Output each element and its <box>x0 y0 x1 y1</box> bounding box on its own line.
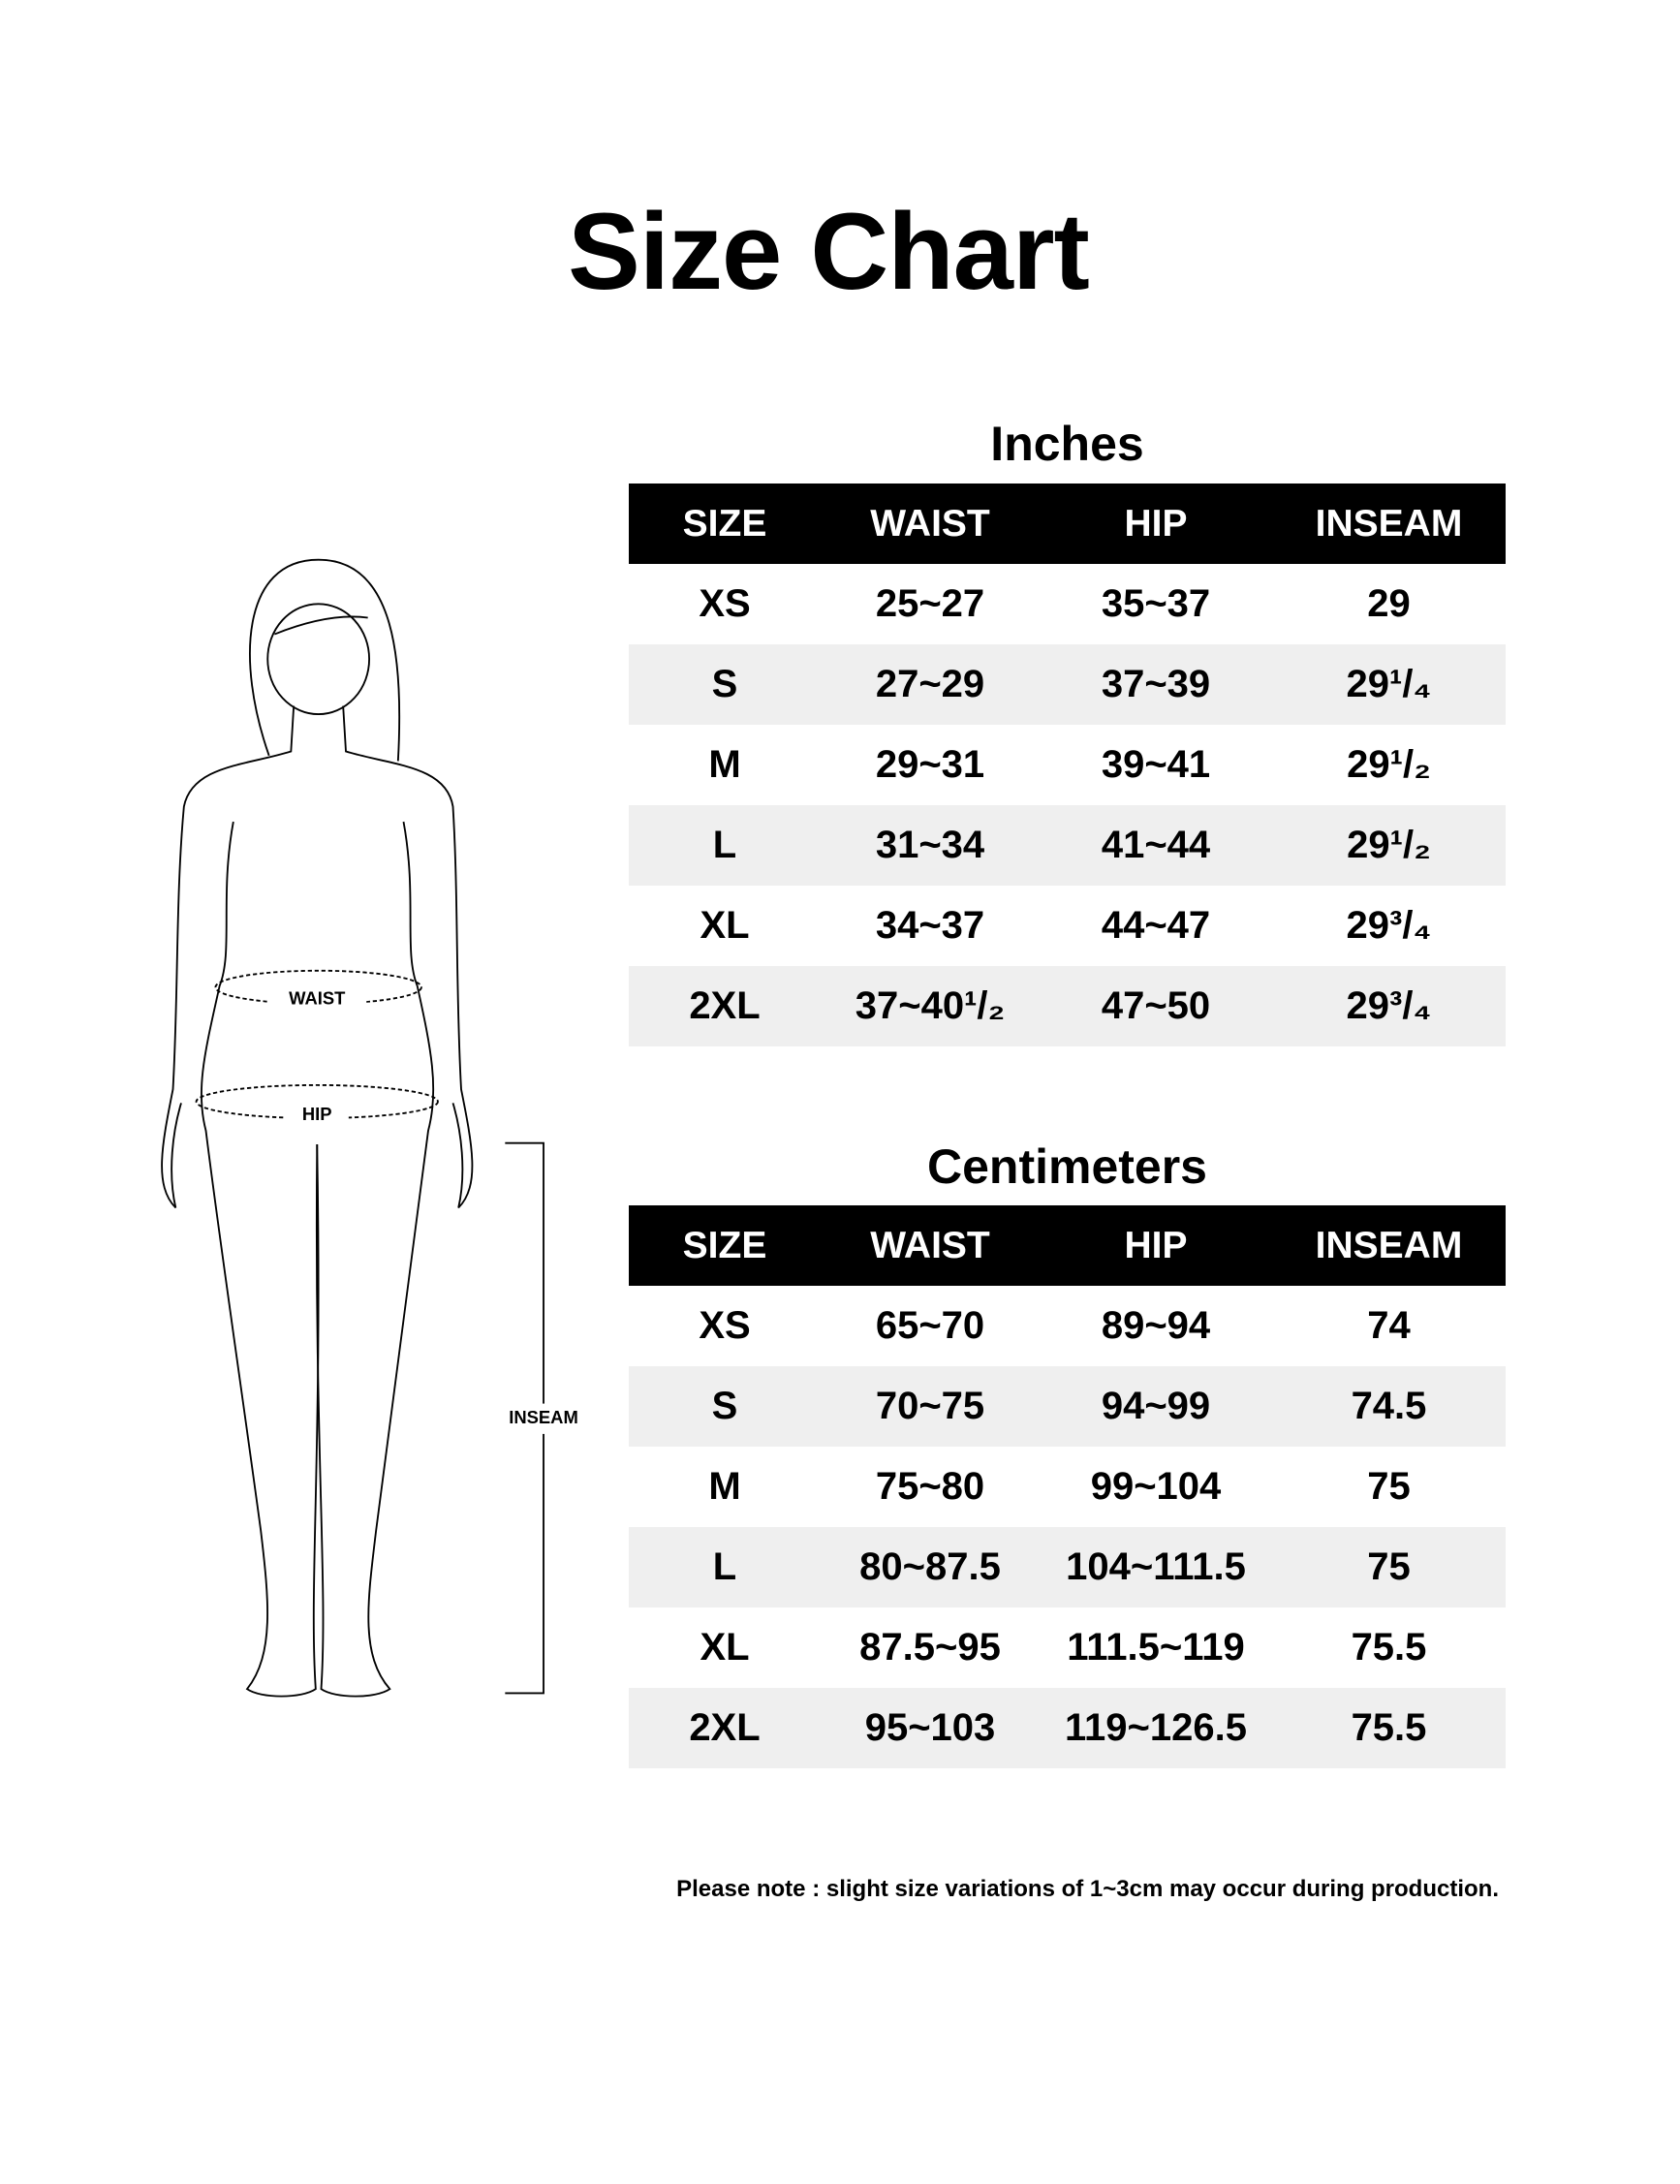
cell: 2XL <box>629 966 821 1046</box>
column-header: SIZE <box>629 484 821 564</box>
table-row: L 31~34 41~44 29¹/₂ <box>629 805 1506 886</box>
cell: 37~40¹/₂ <box>821 966 1040 1046</box>
cell: 74.5 <box>1272 1366 1506 1447</box>
cell: 70~75 <box>821 1366 1040 1447</box>
inseam-label: INSEAM <box>509 1407 578 1427</box>
cell: 65~70 <box>875 1304 985 1347</box>
cell: 44~47 <box>1101 904 1211 947</box>
cell: 75.5 <box>1351 1626 1427 1669</box>
table-row: XL 87.5~95 111.5~119 75.5 <box>629 1607 1506 1688</box>
table-row: XS 25~27 35~37 29 <box>629 564 1506 644</box>
cell: 47~50 <box>1040 966 1272 1046</box>
cell: 94~99 <box>1040 1366 1272 1447</box>
cell: 25~27 <box>875 582 985 625</box>
table-head: SIZE WAIST HIP INSEAM <box>629 484 1506 564</box>
cell: 111.5~119 <box>1067 1626 1245 1669</box>
cell: 99~104 <box>1090 1465 1222 1508</box>
table-row: S 27~29 37~39 29¹/₄ <box>629 644 1506 725</box>
cell: S <box>629 1366 821 1447</box>
cell: 29¹/₂ <box>1347 743 1431 786</box>
title: Size Chart <box>568 191 1090 312</box>
cell: 29 <box>1367 582 1411 625</box>
table-row: S 70~75 94~99 74.5 <box>629 1366 1506 1447</box>
column-header: SIZE <box>629 1205 821 1286</box>
cell: 29³/₄ <box>1346 904 1432 947</box>
cell: 2XL <box>629 1688 821 1768</box>
cell: 104~111.5 <box>1040 1527 1272 1607</box>
cell: S <box>629 644 821 725</box>
cell: L <box>629 805 821 886</box>
cell: M <box>708 1465 741 1508</box>
cell: 74 <box>1367 1304 1411 1347</box>
header-row: SIZE WAIST HIP INSEAM <box>629 1205 1506 1286</box>
column-header: WAIST <box>821 484 1040 564</box>
figure-outline <box>161 558 544 1698</box>
cell: 27~29 <box>821 644 1040 725</box>
table-row: XL 34~37 44~47 29³/₄ <box>629 886 1506 966</box>
cell: XS <box>699 1304 751 1347</box>
cell: 75~80 <box>875 1465 985 1508</box>
cell: 119~126.5 <box>1040 1688 1272 1768</box>
cell: 29¹/₂ <box>1272 805 1506 886</box>
cell: 35~37 <box>1101 582 1211 625</box>
cell: 39~41 <box>1101 743 1211 786</box>
size-table: SIZE WAIST HIP INSEAM XS 65~70 89~94 74 S 70~75 94… <box>629 1205 1506 1768</box>
cell: 75 <box>1272 1527 1506 1607</box>
cell: 29~31 <box>875 743 985 786</box>
cell: 89~94 <box>1101 1304 1211 1347</box>
header-row: SIZE WAIST HIP INSEAM <box>629 484 1506 564</box>
table-row: M 75~80 99~104 75 <box>629 1447 1506 1527</box>
label-bg <box>285 1103 349 1128</box>
cell: 31~34 <box>821 805 1040 886</box>
table-body: XS 25~27 35~37 29 S 27~29 37~39 29¹/₄ M 29~31 39~4… <box>629 564 1506 1046</box>
cell: 75.5 <box>1272 1688 1506 1768</box>
column-header: HIP <box>1040 484 1272 564</box>
table-row: M 29~31 39~41 29¹/₂ <box>629 725 1506 805</box>
column-header: INSEAM <box>1272 1205 1506 1286</box>
cell: 29³/₄ <box>1272 966 1506 1046</box>
cell: XL <box>700 904 750 947</box>
column-header: HIP <box>1040 1205 1272 1286</box>
column-header: WAIST <box>821 1205 1040 1286</box>
table-row: XS 65~70 89~94 74 <box>629 1286 1506 1366</box>
column-header: INSEAM <box>1272 484 1506 564</box>
cell: 80~87.5 <box>821 1527 1040 1607</box>
cell: L <box>629 1527 821 1607</box>
cell: M <box>708 743 741 786</box>
table-row: 2XL 95~103 119~126.5 75.5 <box>629 1688 1506 1768</box>
cell: 34~37 <box>875 904 985 947</box>
label-bg <box>267 986 367 1013</box>
cell: 41~44 <box>1040 805 1272 886</box>
hip-label: HIP <box>302 1104 332 1124</box>
cell: 75 <box>1367 1465 1411 1508</box>
waist-label: WAIST <box>289 988 346 1009</box>
table-row: 2XL 37~40¹/₂ 47~50 29³/₄ <box>629 966 1506 1046</box>
note: Please note : slight size variations of … <box>676 1876 1499 1902</box>
table-body: XS 65~70 89~94 74 S 70~75 94~99 74.5 M 75~80 99~10… <box>629 1286 1506 1768</box>
cell: 37~39 <box>1040 644 1272 725</box>
cell: XL <box>700 1626 750 1669</box>
cell: 29¹/₄ <box>1272 644 1506 725</box>
cell: XS <box>699 582 751 625</box>
cell: 87.5~95 <box>859 1626 1001 1669</box>
table-heading: Inches <box>990 417 1144 471</box>
cell: 95~103 <box>821 1688 1040 1768</box>
size-table: SIZE WAIST HIP INSEAM XS 25~27 35~37 29 S 27~29 37… <box>629 484 1506 1046</box>
table-heading: Centimeters <box>927 1139 1207 1194</box>
table-row: L 80~87.5 104~111.5 75 <box>629 1527 1506 1607</box>
label-bg <box>482 1403 605 1434</box>
table-head: SIZE WAIST HIP INSEAM <box>629 1205 1506 1286</box>
